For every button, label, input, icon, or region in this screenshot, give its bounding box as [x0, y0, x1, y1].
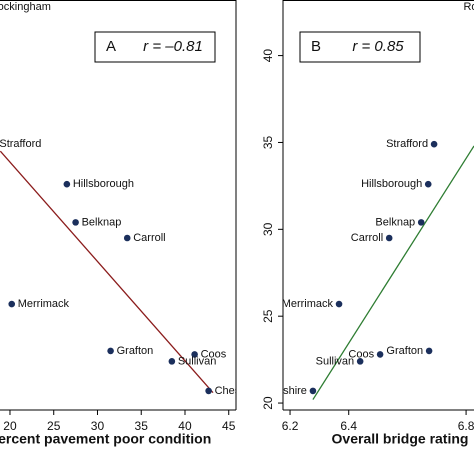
point: [72, 219, 79, 226]
fit-line: [0, 150, 214, 394]
y-tick-label: 20: [261, 396, 275, 410]
x-axis-title: Overall bridge rating: [332, 431, 469, 447]
point: [356, 358, 364, 365]
point-label: Sullivan: [316, 355, 355, 367]
point-label: Hillsborough: [361, 178, 422, 190]
panel-label: B: [311, 38, 321, 55]
point-label: Rockingham: [0, 1, 51, 13]
point-label: Strafford: [0, 138, 41, 150]
x-axis-title: Percent pavement poor condition: [0, 431, 211, 447]
point: [376, 351, 384, 358]
point-label: Carroll: [351, 232, 383, 244]
annotation: r = 0.85: [352, 38, 404, 55]
x-tick-label: 30: [91, 419, 105, 433]
point: [63, 180, 71, 188]
point-label: Strafford: [386, 138, 428, 150]
point: [430, 140, 438, 148]
point: [107, 347, 114, 355]
point: [191, 351, 198, 358]
point-label: Merrimack: [18, 298, 70, 310]
point: [385, 234, 393, 242]
y-tick-label: 25: [261, 309, 275, 323]
plot-area: Rockingham Strafford Hillsborough Belknap Ca…: [263, 0, 474, 400]
point-label: Cheshire: [215, 385, 259, 397]
plot-area: Rockingham Strafford Hillsborough Belknap Ca…: [0, 0, 259, 397]
x-tick-label: 6.2: [282, 419, 299, 433]
point: [417, 219, 425, 226]
fit-line: [312, 145, 474, 400]
x-tick-label: 6.8: [458, 419, 474, 433]
point: [168, 358, 176, 365]
point-label: Merrimack: [282, 298, 334, 310]
annotation-box: [299, 31, 421, 63]
point-label: Rockingham: [463, 1, 474, 13]
x-tick-label: 45: [222, 419, 236, 433]
annotation-box: [94, 31, 216, 63]
panel-label: A: [106, 38, 116, 55]
point: [425, 347, 433, 355]
point: [205, 387, 212, 395]
point-label: Coos: [201, 348, 227, 360]
y-tick-label: 40: [261, 49, 275, 63]
point-label: Grafton: [386, 345, 423, 357]
point-label: Belknap: [375, 216, 415, 228]
x-tick-label: 20: [3, 419, 17, 433]
point-label: Cheshire: [263, 385, 307, 397]
point-label: Sullivan: [178, 355, 217, 367]
point: [424, 180, 432, 188]
point: [335, 300, 343, 308]
x-tick-label: 25: [47, 419, 61, 433]
point: [309, 387, 317, 395]
x-tick-label: 35: [135, 419, 149, 433]
annotation: r = –0.81: [143, 38, 203, 55]
x-tick-label: 40: [178, 419, 192, 433]
x-tick-label: 6.4: [340, 419, 357, 433]
point-label: Coos: [348, 348, 374, 360]
point: [123, 234, 131, 242]
point-label: Grafton: [117, 345, 154, 357]
point: [8, 300, 16, 308]
point-label: Hillsborough: [73, 178, 134, 190]
point-label: Carroll: [133, 232, 165, 244]
point-label: Belknap: [82, 216, 122, 228]
y-tick-label: 30: [261, 222, 275, 236]
y-tick-label: 35: [261, 135, 275, 149]
